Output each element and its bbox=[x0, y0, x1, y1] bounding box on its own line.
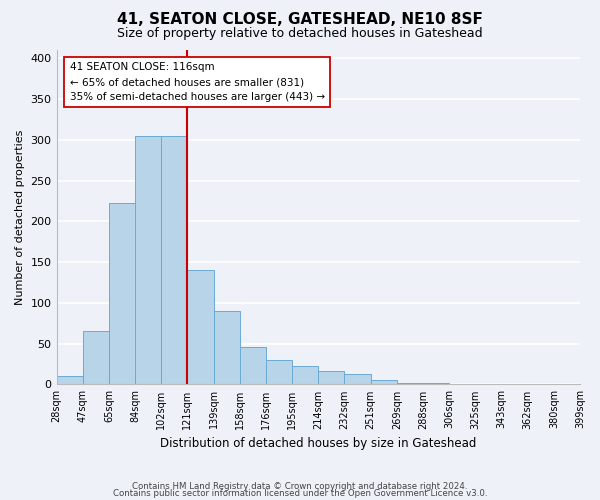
Bar bbox=[292, 366, 318, 384]
Bar bbox=[214, 311, 240, 384]
Bar bbox=[318, 372, 344, 384]
Text: Contains public sector information licensed under the Open Government Licence v3: Contains public sector information licen… bbox=[113, 490, 487, 498]
Text: Size of property relative to detached houses in Gateshead: Size of property relative to detached ho… bbox=[117, 28, 483, 40]
X-axis label: Distribution of detached houses by size in Gateshead: Distribution of detached houses by size … bbox=[160, 437, 476, 450]
Bar bbox=[266, 360, 292, 384]
Bar bbox=[135, 136, 161, 384]
Text: 41 SEATON CLOSE: 116sqm
← 65% of detached houses are smaller (831)
35% of semi-d: 41 SEATON CLOSE: 116sqm ← 65% of detache… bbox=[70, 62, 325, 102]
Text: 41, SEATON CLOSE, GATESHEAD, NE10 8SF: 41, SEATON CLOSE, GATESHEAD, NE10 8SF bbox=[117, 12, 483, 28]
Bar bbox=[397, 383, 423, 384]
Bar bbox=[83, 332, 109, 384]
Bar bbox=[344, 374, 371, 384]
Bar bbox=[56, 376, 83, 384]
Bar bbox=[423, 383, 449, 384]
Bar bbox=[240, 347, 266, 385]
Text: Contains HM Land Registry data © Crown copyright and database right 2024.: Contains HM Land Registry data © Crown c… bbox=[132, 482, 468, 491]
Bar bbox=[161, 136, 187, 384]
Bar bbox=[371, 380, 397, 384]
Bar bbox=[109, 204, 135, 384]
Y-axis label: Number of detached properties: Number of detached properties bbox=[15, 130, 25, 305]
Bar bbox=[187, 270, 214, 384]
